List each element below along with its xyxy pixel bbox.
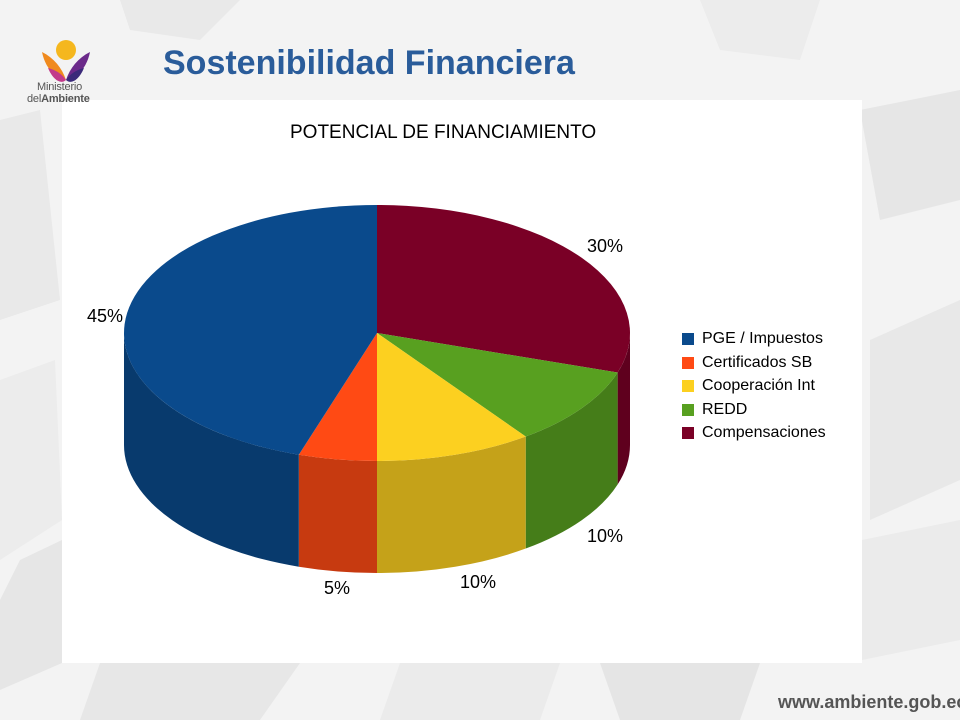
legend-swatch	[682, 333, 694, 345]
legend-swatch	[682, 356, 694, 369]
legend-label: PGE / Impuestos	[702, 330, 823, 347]
pie-slice-3	[377, 333, 618, 437]
pie-slice-0	[124, 205, 377, 455]
legend-label: Cooperación Int	[702, 377, 815, 394]
footer-url: www.ambiente.gob.ec	[778, 692, 960, 712]
logo-text-line1: Ministerio	[37, 81, 83, 93]
pie-side-2	[377, 436, 526, 573]
pie-side-4	[617, 333, 630, 485]
legend-label: Compensaciones	[702, 424, 826, 441]
pie-side-1	[298, 454, 377, 573]
data-label-4: 30%	[587, 236, 623, 256]
legend-label: REDD	[702, 400, 748, 418]
pie-slice-1	[298, 333, 377, 461]
data-label-3: 10%	[587, 526, 623, 546]
legend-swatch	[682, 380, 694, 392]
legend-swatch	[682, 403, 694, 416]
ministerio-logo-icon	[42, 40, 90, 82]
data-label-2: 10%	[460, 572, 496, 592]
page-title: Sostenibilidad Financiera	[163, 44, 575, 82]
data-label-0: 45%	[87, 306, 123, 326]
logo-text-line2: delAmbiente	[27, 93, 90, 105]
legend-label: Certificados SB	[702, 353, 813, 371]
pie-side-3	[525, 372, 618, 549]
pie-slice-2	[377, 333, 526, 461]
pie-slice-4	[377, 205, 630, 373]
chart-title: POTENCIAL DE FINANCIAMIENTO	[290, 122, 597, 143]
data-label-1: 5%	[324, 578, 350, 598]
legend-swatch	[682, 427, 694, 439]
pie-side-0	[124, 333, 299, 567]
